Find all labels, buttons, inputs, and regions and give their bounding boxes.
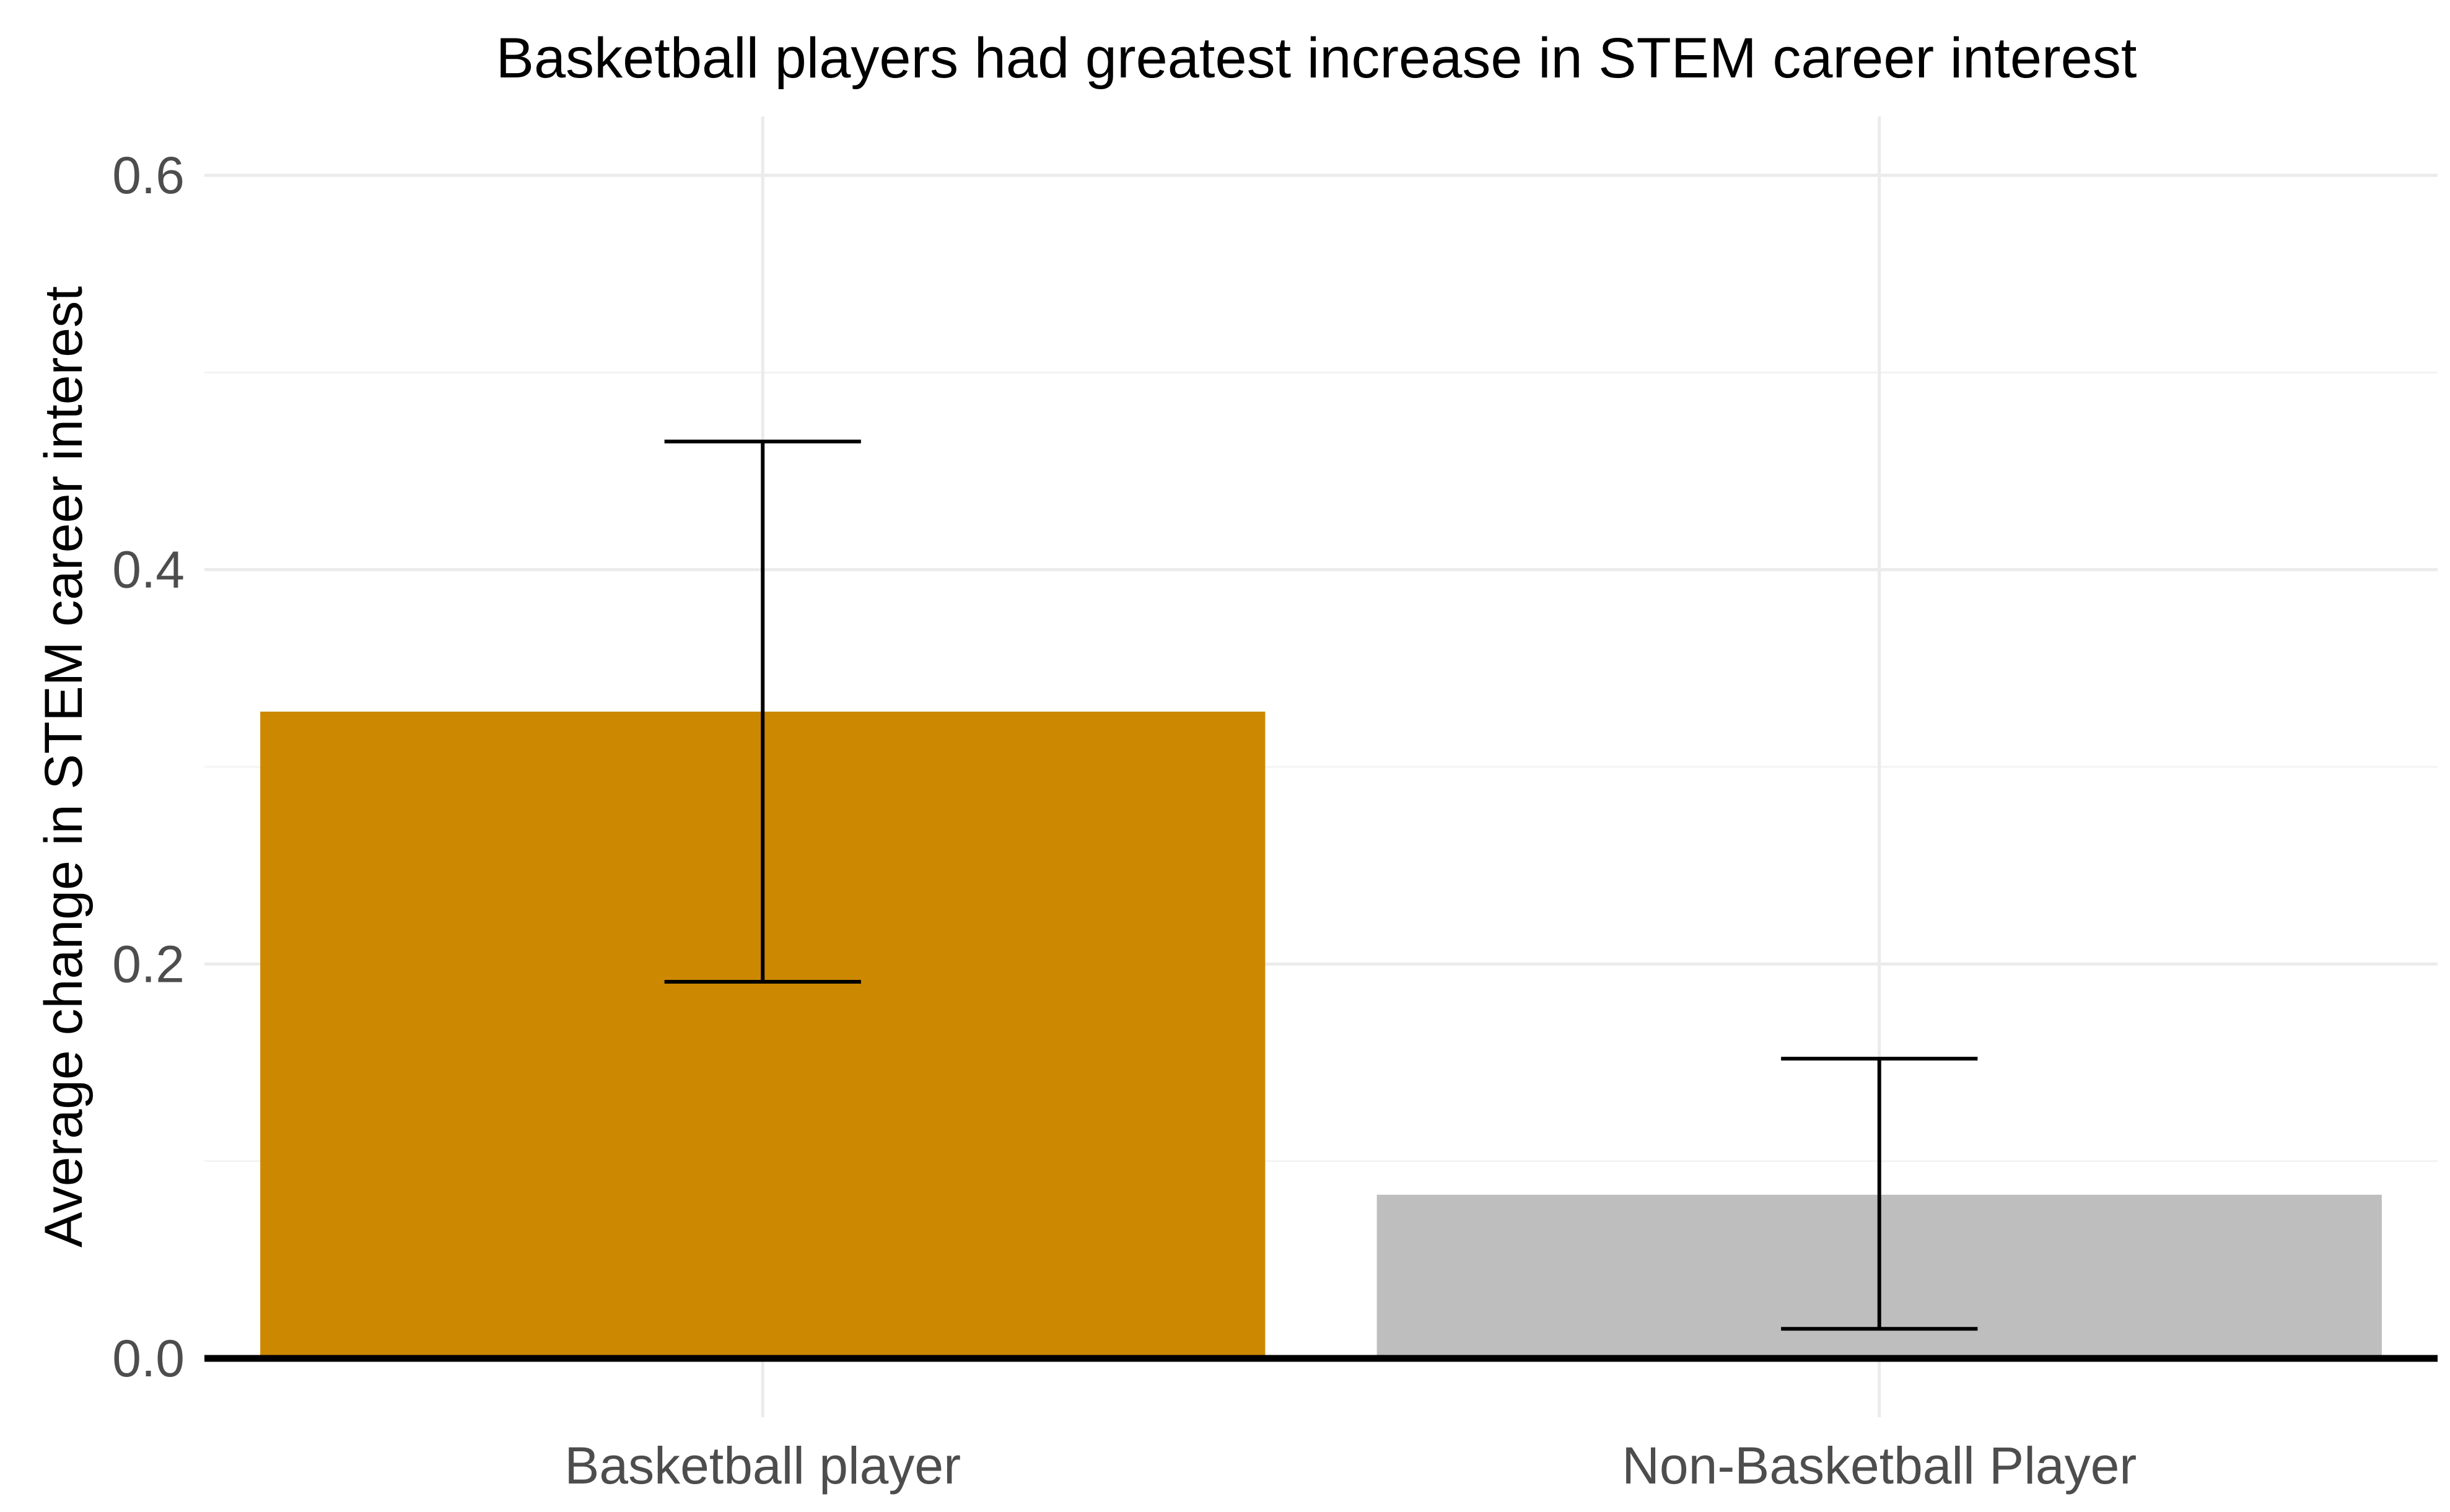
x-axis-tick-labels: Basketball player Non-Basketball Player: [564, 1436, 2137, 1495]
y-axis-title: Average change in STEM career interest: [34, 286, 94, 1248]
x-tick-label: Basketball player: [564, 1436, 961, 1495]
y-tick-label: 0.0: [112, 1329, 185, 1387]
y-tick-label: 0.2: [112, 935, 185, 993]
y-tick-label: 0.4: [112, 541, 185, 599]
bars: [260, 711, 2382, 1358]
y-tick-label: 0.6: [112, 146, 185, 204]
y-axis-tick-labels: 0.0 0.2 0.4 0.6: [112, 146, 185, 1387]
error-bars: [664, 439, 1978, 1331]
x-tick-label: Non-Basketball Player: [1622, 1436, 2137, 1495]
chart-title: Basketball players had greatest increase…: [496, 27, 2137, 90]
